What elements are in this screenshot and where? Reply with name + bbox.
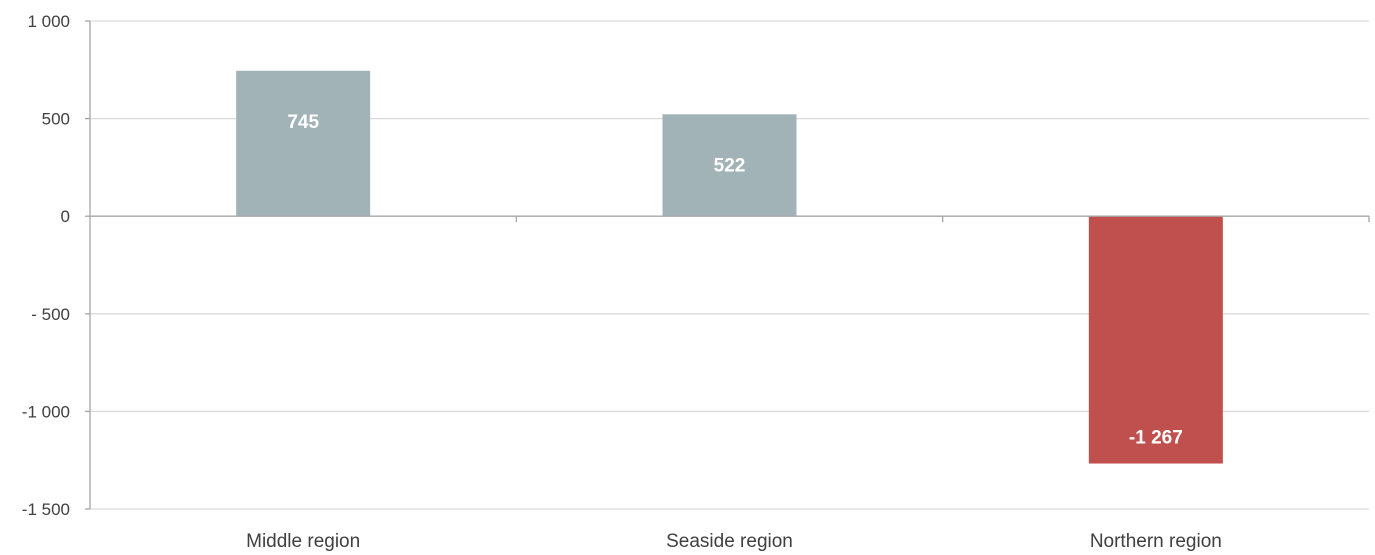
y-tick-label: - 500 (31, 305, 70, 324)
axes (85, 20, 1370, 510)
bar (662, 114, 797, 217)
x-category-label: Middle region (246, 531, 360, 552)
bars (236, 70, 1223, 464)
y-tick-label: -1 500 (22, 500, 70, 519)
y-tick-label: -1 000 (22, 402, 70, 421)
y-tick-label: 0 (61, 207, 70, 226)
data-label: 745 (287, 112, 319, 133)
data-label: -1 267 (1129, 428, 1183, 449)
y-tick-label: 1 000 (27, 12, 70, 31)
bar (1088, 216, 1223, 464)
x-category-label: Seaside region (666, 531, 793, 552)
data-label: 522 (714, 155, 746, 176)
x-category-label: Northern region (1090, 531, 1222, 552)
bar (236, 70, 371, 217)
y-tick-label: 500 (42, 110, 70, 129)
labels: 1 000 500 0 - 500 -1 000 -1 500 745 Middle regi… (22, 12, 1222, 552)
